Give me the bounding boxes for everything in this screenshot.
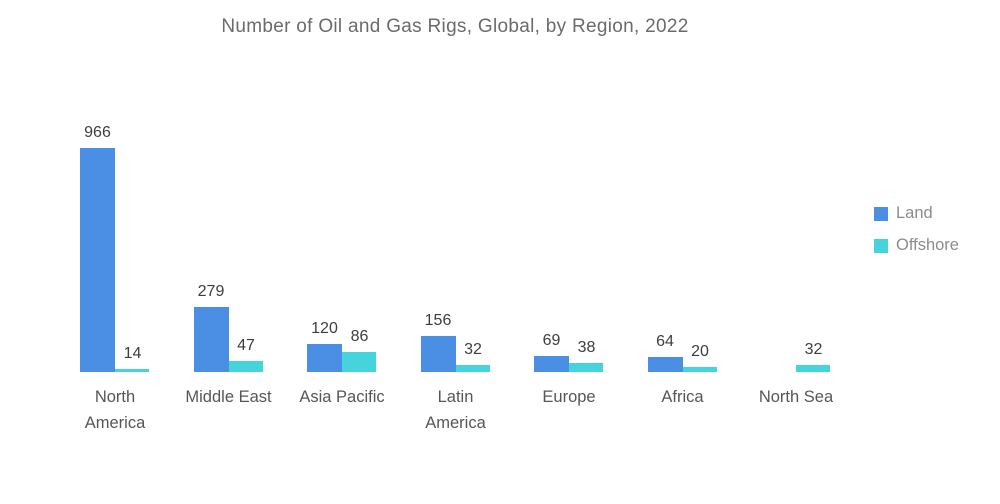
value-label-offshore: 32: [804, 341, 823, 358]
legend-label: Offshore: [896, 236, 959, 254]
bar-land: [80, 148, 115, 372]
value-label-offshore: 86: [350, 328, 369, 345]
legend-swatch-icon: [874, 206, 888, 221]
category-label-middle-east: Middle East: [171, 384, 287, 410]
category-label-north-america: North America: [57, 384, 173, 436]
value-label-offshore: 20: [691, 343, 709, 360]
bar-land: [534, 356, 569, 372]
legend-item-offshore: Offshore: [874, 236, 959, 255]
category-label-line: Middle East: [185, 388, 272, 406]
chart-title: Number of Oil and Gas Rigs, Global, by R…: [221, 16, 689, 37]
category-label-asia-pacific: Asia Pacific: [284, 384, 400, 410]
value-label-offshore: 38: [577, 339, 596, 356]
legend-label: Land: [896, 204, 933, 222]
category-label-line: North: [94, 388, 136, 406]
value-label-land: 120: [311, 320, 338, 337]
category-label-line: Europe: [542, 388, 596, 406]
legend-swatch-icon: [874, 238, 888, 253]
bar-group-asia-pacific: 120 86: [307, 0, 377, 372]
value-label-offshore: 14: [123, 345, 142, 362]
bar-land: [420, 336, 456, 372]
category-label-north-sea: North Sea: [738, 384, 854, 410]
category-label-africa: Africa: [625, 384, 741, 410]
bar-group-north-sea: 32: [761, 0, 831, 372]
bar-offshore: [115, 369, 149, 372]
category-label-europe: Europe: [511, 384, 627, 410]
bar-group-middle-east: 279 47: [193, 0, 264, 372]
value-label-land: 966: [84, 124, 111, 141]
bar-offshore: [455, 365, 490, 372]
value-label-land: 69: [542, 332, 561, 349]
legend-item-land: Land: [874, 204, 959, 223]
value-label-land: 279: [197, 283, 225, 300]
bar-land: [307, 344, 342, 372]
bar-land: [193, 307, 229, 372]
category-label-line: America: [425, 414, 486, 432]
bar-group-latin-america: 156 32: [420, 0, 491, 372]
category-label-line: Asia Pacific: [299, 388, 385, 406]
category-label-line: North Sea: [758, 388, 834, 406]
bar-offshore: [682, 367, 717, 372]
bar-offshore: [342, 352, 376, 372]
bar-offshore: [569, 363, 603, 372]
bar-land: [647, 357, 683, 372]
category-label-line: Latin: [437, 388, 474, 406]
bar-group-europe: 69 38: [534, 0, 604, 372]
value-label-land: 64: [656, 333, 674, 350]
bar-group-north-america: 966 14: [80, 0, 150, 372]
category-label-latin-america: Latin America: [398, 384, 514, 436]
bar-group-africa: 64 20: [647, 0, 718, 372]
legend: Land Offshore: [874, 204, 959, 268]
value-label-offshore: 47: [237, 337, 255, 354]
bar-offshore: [228, 361, 263, 372]
category-label-line: America: [84, 414, 146, 432]
value-label-offshore: 32: [464, 341, 482, 358]
category-label-line: Africa: [661, 388, 704, 406]
value-label-land: 156: [424, 312, 452, 329]
bar-offshore: [796, 365, 830, 372]
